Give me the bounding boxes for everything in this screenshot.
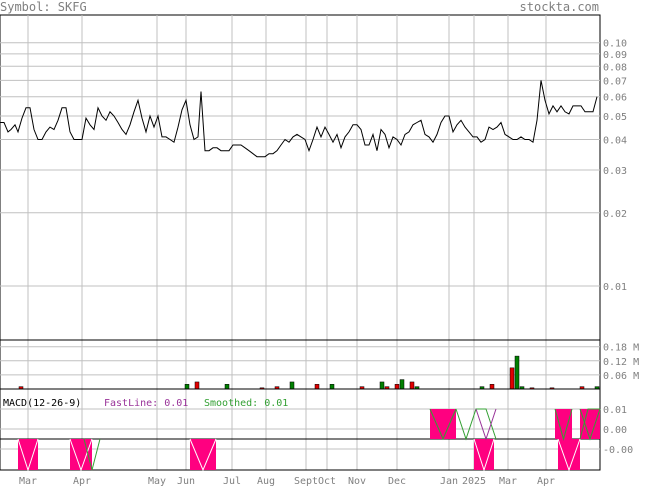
price-tick-label: 0.05 xyxy=(603,112,627,123)
macd-panel: 0.01 0.00 -0.00 MACD(12-26-9) FastLine: 0.… xyxy=(0,388,633,472)
macd-tick-label: -0.00 xyxy=(603,445,633,456)
macd-negative-block xyxy=(474,439,494,470)
price-panel: 0.100.090.08 0.07 0.06 0.05 0.04 0.03 0.02 0.01 xyxy=(0,14,627,470)
macd-positive-block xyxy=(555,409,572,439)
volume-tick-label: 0.06 M xyxy=(603,371,639,382)
volume-bar xyxy=(394,384,400,390)
x-tick-label: Mar xyxy=(499,476,517,486)
price-tick-label: 0.10 xyxy=(603,39,627,50)
price-tick-label: 0.07 xyxy=(603,76,627,87)
x-tick-label: Apr xyxy=(537,476,555,486)
volume-panel: 0.18 M 0.12 M 0.06 M xyxy=(0,339,639,390)
price-tick-label: 0.06 xyxy=(603,93,627,104)
macd-smooth-line xyxy=(429,408,457,441)
x-tick-label: Jul xyxy=(223,476,241,486)
x-tick-label: Dec xyxy=(388,476,406,486)
macd-negative-block xyxy=(18,439,38,470)
macd-fast-line xyxy=(17,438,39,472)
macd-smooth-label: Smoothed: 0.01 xyxy=(204,398,288,409)
volume-bar xyxy=(489,384,495,390)
volume-bar xyxy=(379,381,385,390)
price-tick-label: 0.01 xyxy=(603,282,627,293)
macd-smooth-line xyxy=(554,408,573,441)
macd-fast-line xyxy=(69,438,93,472)
volume-bar xyxy=(194,381,200,390)
macd-fast-line xyxy=(473,438,495,472)
x-tick-label: 2025 xyxy=(462,476,486,486)
volume-bar xyxy=(314,384,320,390)
x-tick-label: May xyxy=(148,476,166,486)
macd-smooth-line xyxy=(83,438,101,471)
x-tick-label: Mar xyxy=(19,476,37,486)
x-tick-label: Jun xyxy=(177,476,195,486)
macd-positive-block xyxy=(430,409,456,439)
site-brand[interactable]: stockta.com xyxy=(519,0,599,14)
macd-tick-label: 0.01 xyxy=(603,405,627,416)
volume-bar xyxy=(409,381,415,390)
macd-tick-label: 0.00 xyxy=(603,425,627,436)
x-tick-label: Sept xyxy=(294,476,318,486)
macd-negative-block xyxy=(70,439,92,470)
price-line xyxy=(0,80,598,158)
price-tick-label: 0.03 xyxy=(603,166,627,177)
volume-bar xyxy=(224,384,230,390)
volume-bar xyxy=(329,384,335,390)
volume-bar xyxy=(289,381,295,390)
price-tick-label: 0.04 xyxy=(603,136,627,147)
macd-negative-block xyxy=(558,439,580,470)
price-panel-frame xyxy=(0,14,601,341)
price-tick-label: 0.02 xyxy=(603,209,627,220)
macd-fast-line xyxy=(557,438,581,472)
volume-bar xyxy=(509,367,515,390)
volume-tick-label: 0.18 M xyxy=(603,343,639,354)
x-tick-label: Nov xyxy=(348,476,366,486)
x-tick-label: Oct xyxy=(318,476,336,486)
volume-bar xyxy=(399,379,405,390)
x-tick-label: Apr xyxy=(73,476,91,486)
macd-negative-block xyxy=(190,439,216,470)
x-tick-label: Aug xyxy=(257,476,275,486)
volume-bar xyxy=(184,384,190,390)
x-tick-label: Jan xyxy=(440,476,458,486)
macd-label: MACD(12-26-9) xyxy=(3,398,81,409)
macd-fast-line xyxy=(189,438,217,472)
price-tick-label: 0.08 xyxy=(603,62,627,73)
macd-positive-block xyxy=(580,409,600,439)
symbol-title: Symbol: SKFG xyxy=(0,0,87,14)
price-tick-label: 0.09 xyxy=(603,50,627,61)
volume-bar xyxy=(514,355,520,390)
macd-smooth-line xyxy=(455,408,497,441)
macd-smooth-line xyxy=(579,408,601,441)
macd-smooth-line xyxy=(579,408,600,440)
macd-fast-label: FastLine: 0.01 xyxy=(104,398,188,409)
volume-tick-label: 0.12 M xyxy=(603,357,639,368)
macd-fast-line xyxy=(475,408,497,441)
